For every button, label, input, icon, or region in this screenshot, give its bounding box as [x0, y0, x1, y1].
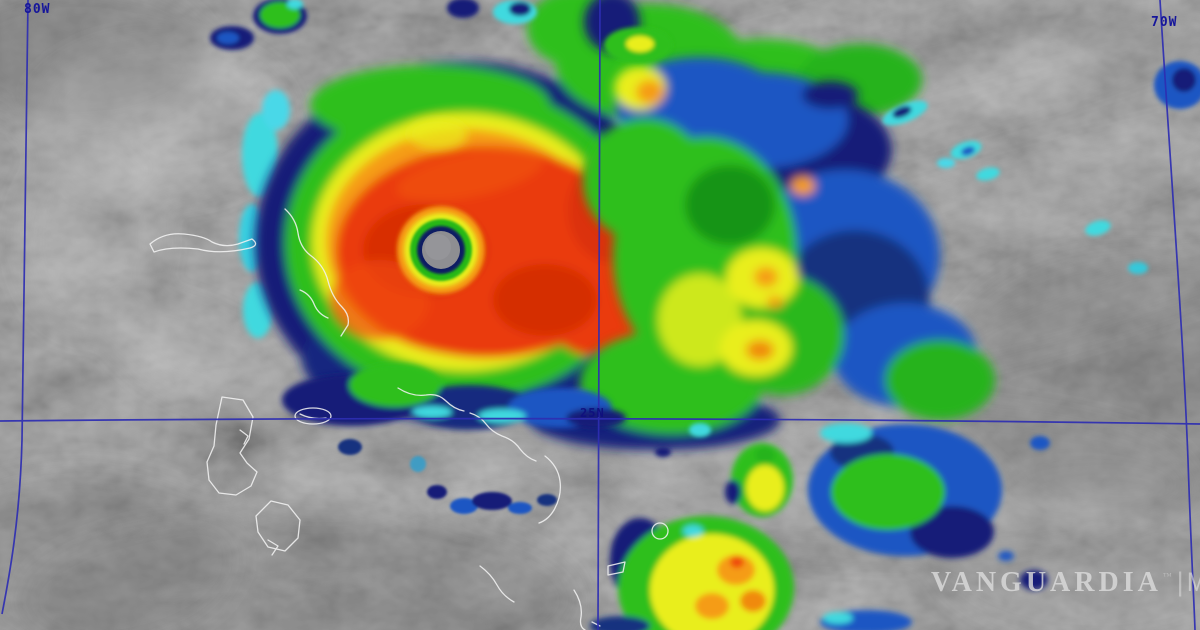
coastlines [149, 208, 669, 630]
hurricane [210, 0, 1200, 630]
watermark-separator: | [1176, 567, 1184, 597]
meridian-80w [1, 0, 29, 615]
hurricane-eye [397, 206, 485, 294]
parallel-25n [0, 417, 1200, 425]
longitude-label-70w: 70W [1151, 15, 1178, 30]
bottom-cells [590, 423, 1048, 630]
latitude-label-25n: 25N [580, 406, 605, 420]
watermark-trademark: ™ [1162, 571, 1172, 581]
watermark-brand: VANGUARDIA [931, 567, 1162, 598]
east-specks [655, 61, 1200, 457]
longitude-label-80w: 80W [24, 2, 51, 17]
east-band [408, 0, 995, 450]
meridian-75w [597, 0, 601, 630]
scattered-dots [338, 439, 557, 514]
top-patches [210, 0, 672, 63]
meridian-70w [1159, 0, 1196, 630]
watermark: VANGUARDIA ™ | MX [931, 569, 1200, 597]
watermark-suffix: MX [1187, 569, 1200, 596]
